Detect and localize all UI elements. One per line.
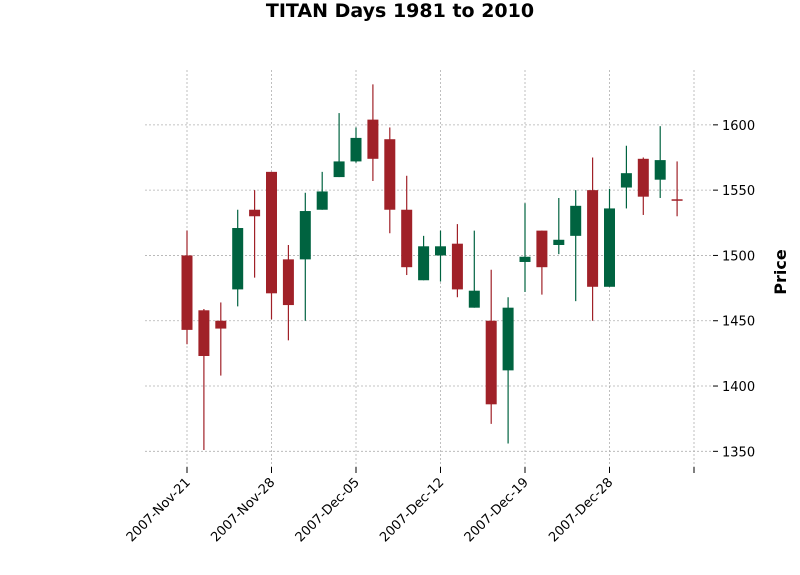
candle: [401, 175, 413, 276]
candle: [451, 224, 463, 298]
candle-body: [519, 256, 531, 262]
y-tick-label: 1600: [722, 119, 755, 134]
candle: [654, 126, 666, 198]
candle-body: [502, 307, 514, 371]
candle-body: [553, 239, 565, 245]
candle-body: [367, 119, 379, 159]
grid-layer: [145, 70, 712, 467]
candle: [333, 113, 345, 178]
candle-body: [654, 160, 666, 180]
x-tick-label: 2007-Dec-28: [546, 475, 616, 545]
candle-body: [266, 171, 277, 294]
candle-body: [299, 211, 311, 260]
candle-body: [604, 208, 615, 287]
candle: [620, 145, 632, 209]
candle-body: [671, 199, 683, 201]
candle: [553, 197, 565, 255]
candle: [502, 297, 514, 444]
candle: [249, 190, 261, 278]
candle-layer: [181, 84, 683, 451]
candle: [350, 127, 362, 163]
candle-body: [350, 137, 362, 162]
chart-title: TITAN Days 1981 to 2010: [266, 0, 534, 22]
candle: [316, 171, 328, 210]
candle-body: [451, 243, 463, 290]
candle: [637, 157, 649, 215]
candle-body: [181, 255, 193, 330]
candle: [468, 230, 480, 308]
candle: [418, 235, 430, 281]
candle: [671, 161, 683, 217]
x-tick-label: 2007-Dec-05: [293, 475, 363, 545]
candle: [198, 308, 210, 451]
candle: [604, 188, 615, 287]
candle: [536, 230, 548, 295]
candle-body: [468, 290, 480, 308]
candle: [232, 209, 244, 307]
y-tick-label: 1500: [722, 249, 755, 264]
candle: [282, 244, 294, 341]
candle-body: [249, 209, 261, 217]
candle: [266, 171, 277, 320]
candle-body: [587, 190, 599, 287]
candle: [587, 157, 599, 321]
y-tick-label: 1350: [722, 445, 755, 460]
y-axis-label: Price: [771, 249, 790, 295]
candle-body: [620, 173, 632, 188]
x-tick-label: 2007-Nov-28: [208, 475, 278, 545]
candle: [570, 190, 582, 302]
candle-body: [333, 161, 345, 178]
candle-body: [418, 246, 430, 281]
x-tick-label: 2007-Dec-19: [462, 475, 532, 545]
candle: [215, 302, 227, 376]
candle-body: [384, 139, 396, 210]
candle: [485, 269, 497, 424]
candle-body: [282, 259, 294, 306]
candle: [299, 192, 311, 321]
candle-body: [316, 191, 328, 210]
candle: [435, 230, 446, 282]
candle-body: [536, 230, 548, 268]
candle-body: [570, 205, 582, 236]
candle-body: [637, 158, 649, 197]
candle-body: [215, 320, 227, 329]
candle: [367, 84, 379, 182]
candle-body: [485, 320, 497, 405]
y-tick-label: 1550: [722, 184, 755, 199]
candle: [181, 230, 193, 345]
candle-body: [401, 209, 413, 268]
x-tick-label: 2007-Dec-12: [377, 475, 447, 545]
candle: [384, 127, 396, 234]
y-tick-label: 1450: [722, 315, 755, 330]
x-tick-label: 2007-Nov-21: [124, 475, 194, 545]
candle: [519, 203, 531, 293]
candle-body: [435, 246, 446, 256]
y-tick-label: 1400: [722, 380, 755, 395]
candle-body: [198, 310, 210, 356]
candle-body: [232, 228, 244, 290]
